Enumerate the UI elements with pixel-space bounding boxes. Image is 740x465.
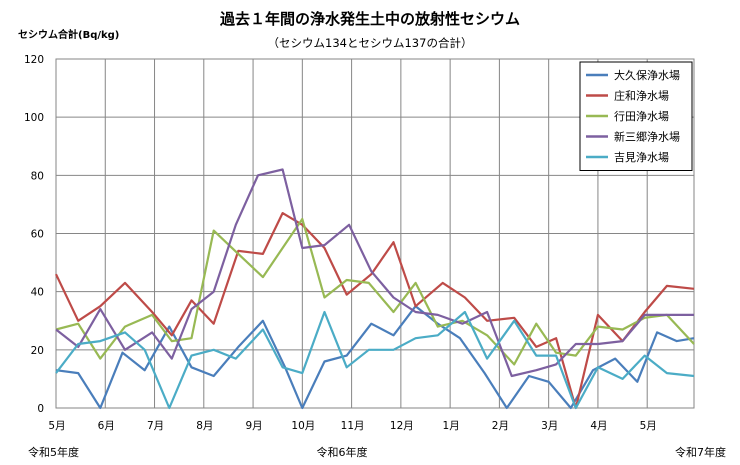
y-tick-label: 60 [31, 229, 44, 241]
series-line [55, 168, 694, 378]
series-line [55, 310, 695, 410]
series-line [55, 212, 695, 410]
x-tick-label: 12月 [390, 420, 414, 432]
y-tick-label: 100 [24, 112, 44, 124]
x-tick-label: 11月 [341, 420, 365, 432]
x-tick-label: 4月 [590, 420, 607, 432]
x-tick-label: 3月 [541, 420, 558, 432]
x-tick-label: 9月 [245, 420, 262, 432]
x-tick-label: 5月 [640, 420, 657, 432]
x-tick-label: 1月 [443, 420, 460, 432]
chart-subtitle: （セシウム134とセシウム137の合計） [268, 36, 473, 50]
x-axis-ticks: 5月 6月 7月 8月 9月 10月 11月 12月 1月 2月 3月 4月 5月 [48, 420, 656, 432]
gridlines [56, 59, 694, 408]
series-lines [55, 168, 695, 410]
y-tick-label: 0 [37, 403, 44, 415]
legend-label: 行田浄水場 [614, 109, 669, 123]
x-tick-label: 10月 [291, 420, 315, 432]
x-tick-label: 2月 [492, 420, 509, 432]
legend-label: 庄和浄水場 [614, 89, 669, 103]
era-label: 令和7年度 [675, 445, 726, 459]
y-axis-ticks: 0 20 40 60 80 100 120 [24, 54, 44, 415]
era-labels: 令和5年度 令和6年度 令和7年度 [28, 445, 726, 459]
x-tick-label: 6月 [98, 420, 115, 432]
y-axis-label: セシウム合計(Bq/kg) [18, 28, 119, 41]
era-label: 令和5年度 [28, 445, 79, 459]
legend-label: 大久保浄水場 [614, 68, 680, 82]
y-tick-label: 40 [31, 287, 44, 299]
x-tick-label: 7月 [147, 420, 164, 432]
x-tick-label: 8月 [196, 420, 213, 432]
legend-label: 吉見浄水場 [614, 150, 669, 164]
series-line [55, 217, 695, 366]
y-tick-label: 80 [31, 170, 44, 182]
chart-title: 過去１年間の浄水発生土中の放射性セシウム [219, 10, 520, 28]
y-tick-label: 120 [24, 54, 44, 66]
era-label: 令和6年度 [317, 445, 368, 459]
y-tick-label: 20 [31, 345, 44, 357]
legend-label: 新三郷浄水場 [614, 130, 680, 144]
x-tick-label: 5月 [48, 420, 65, 432]
